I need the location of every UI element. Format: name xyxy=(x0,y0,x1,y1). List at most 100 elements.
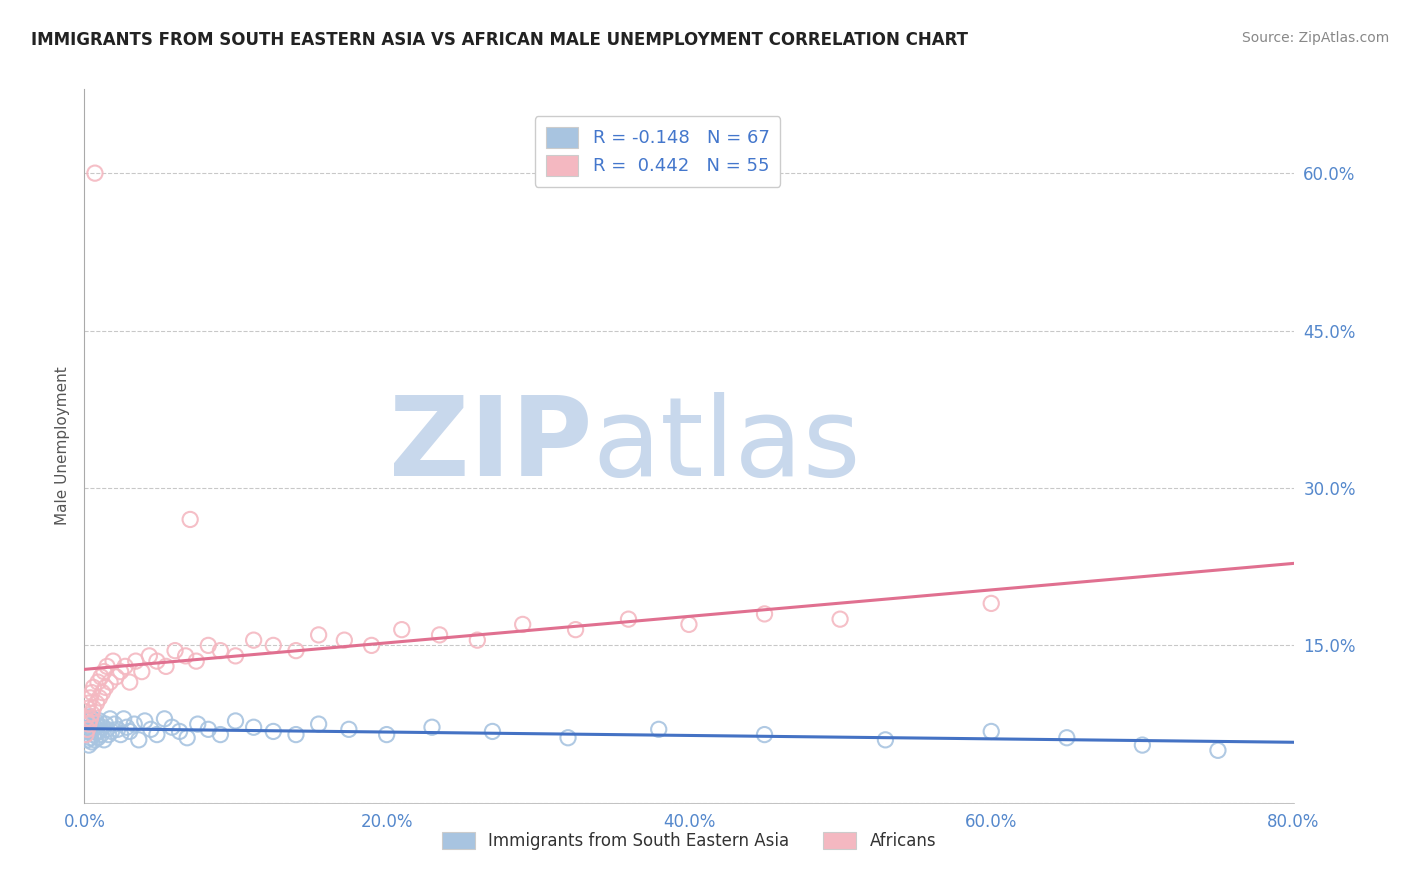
Point xyxy=(98,712,121,726)
Point xyxy=(262,724,284,739)
Point xyxy=(93,665,115,679)
Point xyxy=(80,723,103,737)
Point xyxy=(125,654,148,668)
Point xyxy=(79,720,101,734)
Point xyxy=(86,725,108,739)
Point xyxy=(82,701,104,715)
Point xyxy=(186,654,208,668)
Point xyxy=(308,717,330,731)
Point xyxy=(94,681,117,695)
Point xyxy=(285,643,308,657)
Point xyxy=(80,735,103,749)
Point xyxy=(179,512,201,526)
Point xyxy=(79,690,101,705)
Point xyxy=(82,728,104,742)
Point xyxy=(77,714,100,728)
Point xyxy=(174,648,197,663)
Point xyxy=(131,665,153,679)
Point xyxy=(96,723,118,737)
Point xyxy=(89,714,111,728)
Text: atlas: atlas xyxy=(592,392,860,500)
Point xyxy=(91,720,114,734)
Point xyxy=(76,712,98,726)
Point xyxy=(86,714,108,729)
Point xyxy=(96,659,118,673)
Point xyxy=(875,732,897,747)
Point xyxy=(176,731,198,745)
Point xyxy=(84,720,107,734)
Point xyxy=(84,732,107,747)
Point xyxy=(225,648,247,663)
Point xyxy=(337,723,360,737)
Point xyxy=(100,724,122,739)
Point xyxy=(77,717,100,731)
Legend: Immigrants from South Eastern Asia, Africans: Immigrants from South Eastern Asia, Afri… xyxy=(433,824,945,859)
Point xyxy=(980,596,1002,610)
Point xyxy=(481,724,503,739)
Point xyxy=(84,166,107,180)
Point xyxy=(165,643,187,657)
Point xyxy=(980,724,1002,739)
Point xyxy=(160,720,183,734)
Point xyxy=(242,633,264,648)
Point xyxy=(308,628,330,642)
Point xyxy=(197,639,219,653)
Point xyxy=(82,717,104,731)
Text: IMMIGRANTS FROM SOUTH EASTERN ASIA VS AFRICAN MALE UNEMPLOYMENT CORRELATION CHAR: IMMIGRANTS FROM SOUTH EASTERN ASIA VS AF… xyxy=(31,31,967,49)
Point xyxy=(557,731,579,745)
Point xyxy=(225,714,247,728)
Point xyxy=(391,623,413,637)
Point xyxy=(79,712,101,726)
Point xyxy=(420,720,443,734)
Point xyxy=(138,648,160,663)
Point xyxy=(360,639,382,653)
Point xyxy=(89,690,111,705)
Point xyxy=(76,723,98,737)
Point xyxy=(82,681,104,695)
Point xyxy=(98,675,121,690)
Point xyxy=(134,714,156,728)
Point xyxy=(754,607,776,621)
Point xyxy=(1206,743,1229,757)
Point xyxy=(122,717,145,731)
Point xyxy=(512,617,534,632)
Point xyxy=(93,732,115,747)
Point xyxy=(76,723,98,737)
Point xyxy=(146,654,169,668)
Point xyxy=(110,728,132,742)
Text: ZIP: ZIP xyxy=(389,392,592,500)
Point xyxy=(1130,738,1153,752)
Point xyxy=(169,724,191,739)
Point xyxy=(105,670,128,684)
Point xyxy=(118,675,141,690)
Point xyxy=(375,728,398,742)
Point xyxy=(86,696,108,710)
Point xyxy=(75,712,97,726)
Point xyxy=(467,633,489,648)
Point xyxy=(87,675,110,690)
Y-axis label: Male Unemployment: Male Unemployment xyxy=(55,367,70,525)
Point xyxy=(285,728,308,742)
Point xyxy=(564,623,586,637)
Point xyxy=(110,665,132,679)
Point xyxy=(187,717,209,731)
Point xyxy=(262,639,284,653)
Point xyxy=(678,617,700,632)
Point xyxy=(118,724,141,739)
Point xyxy=(94,717,117,731)
Point xyxy=(80,685,103,699)
Point xyxy=(90,728,112,742)
Point xyxy=(107,723,129,737)
Point xyxy=(101,654,124,668)
Point xyxy=(146,728,169,742)
Point xyxy=(648,723,671,737)
Point xyxy=(617,612,640,626)
Point xyxy=(153,712,176,726)
Point xyxy=(91,685,114,699)
Point xyxy=(80,712,103,726)
Point xyxy=(104,717,127,731)
Point xyxy=(87,731,110,745)
Point xyxy=(429,628,451,642)
Point xyxy=(77,738,100,752)
Point xyxy=(75,717,97,731)
